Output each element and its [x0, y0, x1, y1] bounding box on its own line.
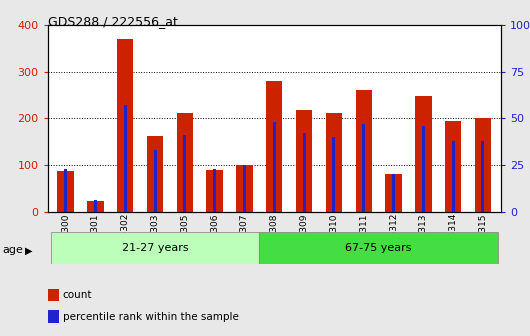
Text: ▶: ▶ — [25, 245, 33, 255]
Bar — [213, 169, 216, 212]
Bar — [94, 201, 97, 212]
Bar — [362, 124, 365, 212]
Bar — [183, 135, 187, 212]
Bar — [422, 126, 425, 212]
Bar — [236, 165, 253, 212]
Bar — [385, 174, 402, 212]
Bar — [481, 141, 484, 212]
Bar — [147, 136, 163, 212]
Bar — [176, 113, 193, 212]
Text: percentile rank within the sample: percentile rank within the sample — [63, 312, 238, 322]
Text: 67-75 years: 67-75 years — [346, 243, 412, 253]
Bar — [51, 232, 259, 264]
Bar — [326, 113, 342, 212]
Bar — [57, 171, 74, 212]
Bar — [415, 96, 431, 212]
Text: 21-27 years: 21-27 years — [122, 243, 188, 253]
Bar — [64, 169, 67, 212]
Bar — [117, 39, 134, 212]
Bar — [154, 150, 156, 212]
Bar — [445, 121, 461, 212]
Bar — [207, 170, 223, 212]
Bar — [332, 137, 335, 212]
Text: age: age — [3, 245, 23, 255]
Bar — [475, 119, 491, 212]
Text: GDS288 / 222556_at: GDS288 / 222556_at — [48, 15, 178, 28]
Bar — [392, 174, 395, 212]
Bar — [266, 81, 282, 212]
Bar — [243, 165, 246, 212]
Bar — [303, 133, 306, 212]
Bar — [123, 106, 127, 212]
Bar — [87, 201, 103, 212]
Bar — [273, 122, 276, 212]
Bar — [452, 141, 455, 212]
Text: count: count — [63, 290, 92, 300]
Bar — [259, 232, 498, 264]
Bar — [296, 110, 312, 212]
Bar — [356, 90, 372, 212]
